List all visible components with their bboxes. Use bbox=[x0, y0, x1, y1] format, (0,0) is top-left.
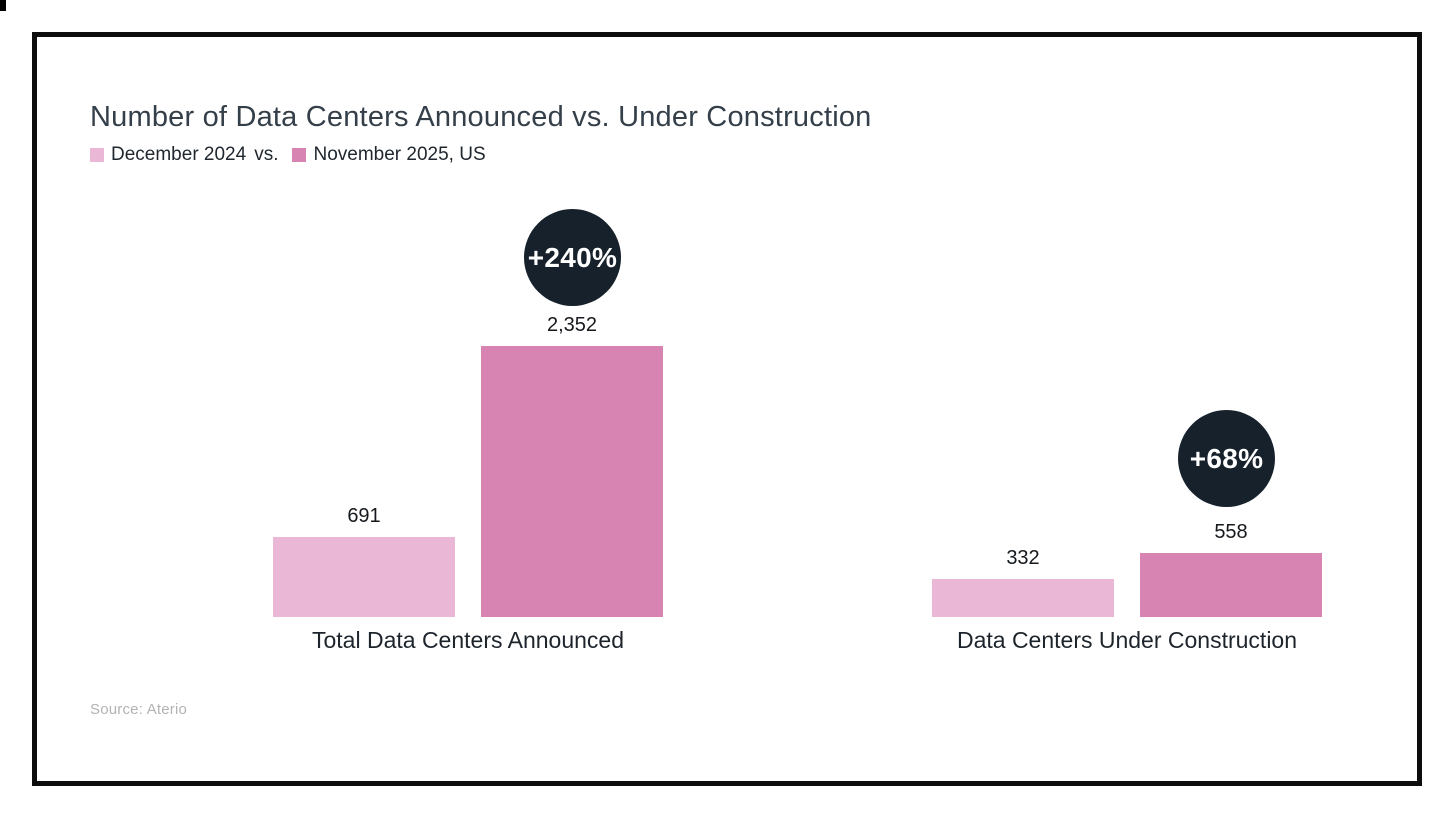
bar-announced-november-2025: 2,352 bbox=[481, 314, 663, 617]
bar-rect-december-2024 bbox=[273, 537, 455, 617]
chart-legend: December 2024 vs. November 2025, US bbox=[90, 144, 486, 166]
legend-separator: vs. bbox=[254, 144, 279, 165]
bar-construction-november-2025: 558 bbox=[1140, 521, 1322, 617]
category-label-announced: Total Data Centers Announced bbox=[312, 627, 624, 653]
legend-swatch-december-2024 bbox=[90, 148, 104, 162]
bar-value-label: 2,352 bbox=[546, 314, 598, 336]
bar-announced-december-2024: 691 bbox=[273, 505, 455, 617]
growth-badge-construction: +68% bbox=[1178, 410, 1275, 507]
corner-artifact bbox=[0, 0, 6, 11]
bar-construction-december-2024: 332 bbox=[932, 547, 1114, 617]
bar-value-label: 332 bbox=[1006, 547, 1040, 569]
bar-rect-december-2024 bbox=[932, 579, 1114, 617]
source-attribution: Source: Aterio bbox=[90, 701, 188, 718]
bar-value-label: 558 bbox=[1214, 521, 1248, 543]
bar-rect-november-2025 bbox=[481, 346, 663, 617]
chart-title: Number of Data Centers Announced vs. Und… bbox=[90, 101, 872, 133]
legend-label-november-2025: November 2025, US bbox=[313, 144, 486, 165]
bar-value-label: 691 bbox=[347, 505, 381, 527]
legend-swatch-november-2025 bbox=[292, 148, 307, 162]
legend-label-december-2024: December 2024 bbox=[111, 144, 247, 165]
chart-frame bbox=[32, 32, 1422, 786]
growth-badge-announced: +240% bbox=[524, 209, 621, 306]
category-label-construction: Data Centers Under Construction bbox=[956, 627, 1298, 653]
bar-rect-november-2025 bbox=[1140, 553, 1322, 617]
